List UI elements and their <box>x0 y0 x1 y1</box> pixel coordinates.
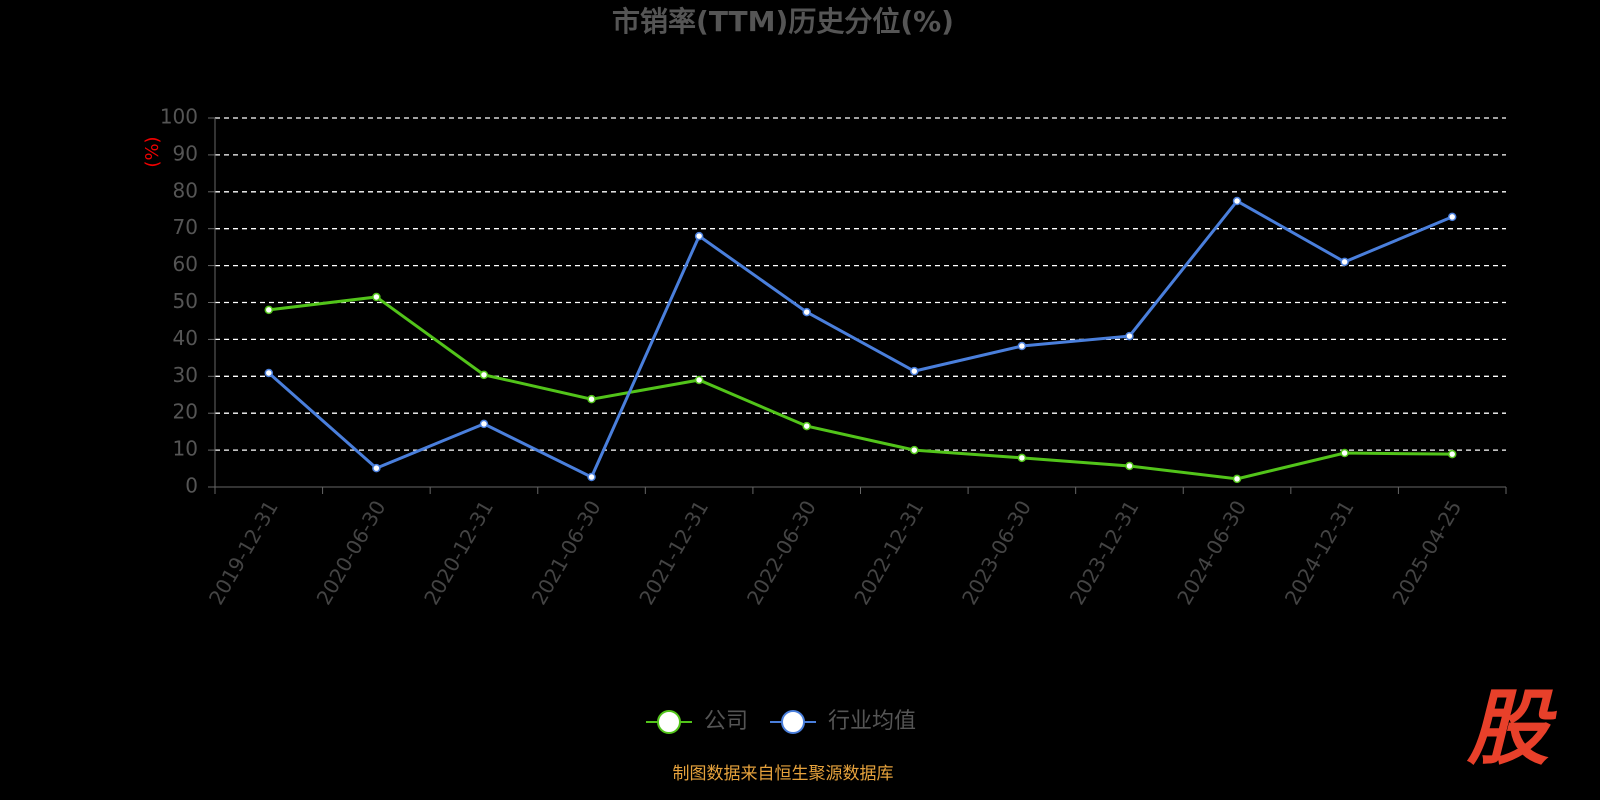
y-tick-label: 60 <box>173 252 198 276</box>
marker <box>587 394 596 404</box>
x-tick-label: 2022-06-30 <box>742 496 821 609</box>
marker <box>1232 196 1242 206</box>
marker <box>1340 448 1349 458</box>
series-line <box>268 295 1453 481</box>
x-tick-label: 2023-06-30 <box>957 496 1036 609</box>
x-tick-label: 2024-12-31 <box>1280 496 1359 609</box>
marker <box>264 305 274 315</box>
x-tick-label: 2022-12-31 <box>849 496 928 609</box>
marker <box>1232 474 1242 484</box>
marker <box>910 445 919 455</box>
marker <box>694 375 704 385</box>
marker <box>479 370 489 380</box>
y-tick-label: 30 <box>173 363 198 387</box>
x-tick-label: 2020-12-31 <box>419 496 498 609</box>
x-tick-label: 2023-12-31 <box>1065 496 1144 609</box>
marker <box>1017 453 1027 463</box>
y-tick-label: 40 <box>173 326 198 350</box>
y-tick-label: 100 <box>160 105 198 129</box>
legend-label: 公司 <box>704 709 748 734</box>
x-tick-label: 2024-06-30 <box>1172 496 1251 609</box>
marker <box>372 463 381 473</box>
marker <box>694 231 704 241</box>
y-tick-label: 20 <box>173 400 198 424</box>
x-tick-label: 2021-06-30 <box>527 496 606 609</box>
marker <box>1125 331 1134 341</box>
marker <box>1447 212 1457 222</box>
legend-marker <box>781 710 806 734</box>
marker <box>1125 461 1134 471</box>
legend-label: 行业均值 <box>828 709 916 734</box>
y-tick-label: 80 <box>173 178 198 202</box>
legend-marker <box>657 710 681 734</box>
x-tick-label: 2019-12-31 <box>204 496 283 609</box>
marker <box>1017 341 1027 351</box>
x-tick-label: 2021-12-31 <box>634 496 713 609</box>
y-tick-label: 90 <box>173 141 198 165</box>
y-tick-label: 50 <box>173 289 198 313</box>
y-tick-label: 0 <box>185 474 198 498</box>
marker <box>479 419 489 429</box>
marker <box>1447 449 1457 459</box>
source-note: 制图数据来自恒生聚源数据库 <box>673 764 894 784</box>
x-tick-label: 2025-04-25 <box>1387 496 1466 609</box>
marker <box>264 368 274 378</box>
marker <box>910 366 919 376</box>
marker <box>802 307 811 317</box>
y-axis-label: (%) <box>142 136 163 167</box>
marker <box>587 472 596 482</box>
logo: 股 <box>1466 681 1557 776</box>
marker <box>802 421 811 431</box>
series-line <box>267 199 1453 480</box>
chart-title: 市销率(TTM)历史分位(%) <box>612 5 954 38</box>
x-tick-label: 2020-06-30 <box>312 496 391 609</box>
marker <box>372 292 381 302</box>
marker <box>1340 257 1349 267</box>
y-tick-label: 10 <box>173 437 198 461</box>
y-tick-label: 70 <box>173 215 198 239</box>
